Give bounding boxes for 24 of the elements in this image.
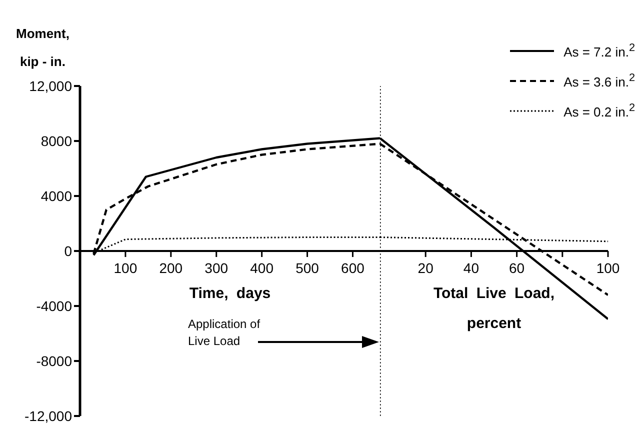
y-tick-label: -4000 xyxy=(36,298,72,314)
y-tick-label: -8000 xyxy=(36,352,72,369)
x-tick-label: 40 xyxy=(463,260,480,276)
legend-label: As = 0.2 in.$^{2}$ xyxy=(564,102,635,120)
x-tick-label: 100 xyxy=(114,260,138,276)
y-tick-label: 0 xyxy=(64,242,72,259)
x-tick-label: 600 xyxy=(341,260,365,276)
x-axis-title: Total Live Load, percent xyxy=(432,284,556,334)
y-axis-title: Moment, kip - in. xyxy=(16,25,70,71)
x-axis-title: Time, days xyxy=(189,284,271,304)
x-tick-label: 100 xyxy=(596,260,620,276)
y-tick-label: -12,000 xyxy=(24,408,72,424)
legend-label: As = 7.2 in.$^{2}$ xyxy=(564,42,635,60)
x-tick-label: 20 xyxy=(418,260,434,276)
annotation: Application of Live Load xyxy=(188,316,262,350)
y-tick-label: 8000 xyxy=(40,132,72,149)
x-tick-label: 500 xyxy=(296,260,320,276)
x-tick-label: 300 xyxy=(204,260,228,276)
x-tick-label: 400 xyxy=(250,260,274,276)
x-tick-label: 60 xyxy=(509,260,525,276)
y-tick-label: 4000 xyxy=(40,188,72,204)
x-tick-label: 200 xyxy=(159,260,183,276)
y-tick-label: 12,000 xyxy=(29,78,72,94)
legend-label: As = 3.6 in.$^{2}$ xyxy=(564,72,635,90)
